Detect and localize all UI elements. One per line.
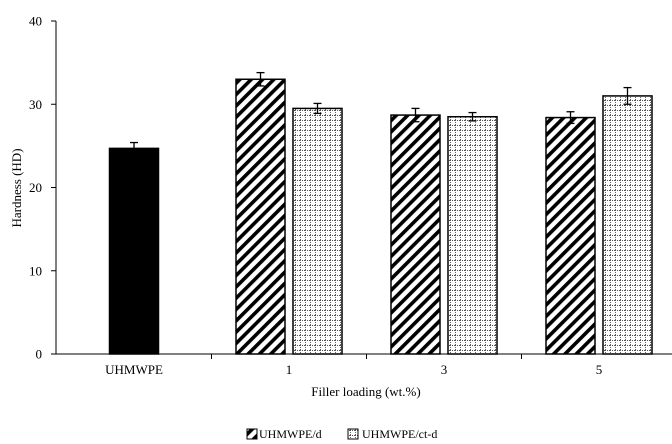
bar-5-series-1	[545, 116, 596, 355]
bar-UHMWPE-series-0	[108, 147, 160, 355]
legend: UHMWPE/d UHMWPE/ct-d	[246, 427, 437, 441]
bar-3-series-2	[447, 115, 498, 355]
x-tick-label: 5	[596, 362, 603, 377]
legend-swatch-grid	[347, 428, 359, 440]
legend-label-series-2: UHMWPE/ct-d	[362, 427, 437, 441]
x-axis-title: Filler loading (wt.%)	[311, 384, 420, 399]
bar-1-series-2	[292, 107, 343, 355]
y-tick-label: 40	[29, 14, 42, 29]
y-tick-label: 20	[29, 180, 42, 195]
x-tick-label: UHMWPE	[105, 362, 163, 377]
y-tick-label: 30	[29, 97, 42, 112]
bar-3-series-1	[390, 114, 441, 355]
legend-label-series-1: UHMWPE/d	[259, 427, 322, 441]
y-tick-label: 10	[29, 263, 42, 278]
bar-5-series-2	[602, 95, 653, 355]
y-axis-title: Hardness (HD)	[9, 148, 24, 227]
x-tick-label: 3	[441, 362, 448, 377]
legend-swatch-diagonal	[246, 428, 258, 440]
x-tick-label: 1	[286, 362, 293, 377]
y-tick-label: 0	[36, 347, 43, 362]
bar-1-series-1	[235, 78, 286, 355]
